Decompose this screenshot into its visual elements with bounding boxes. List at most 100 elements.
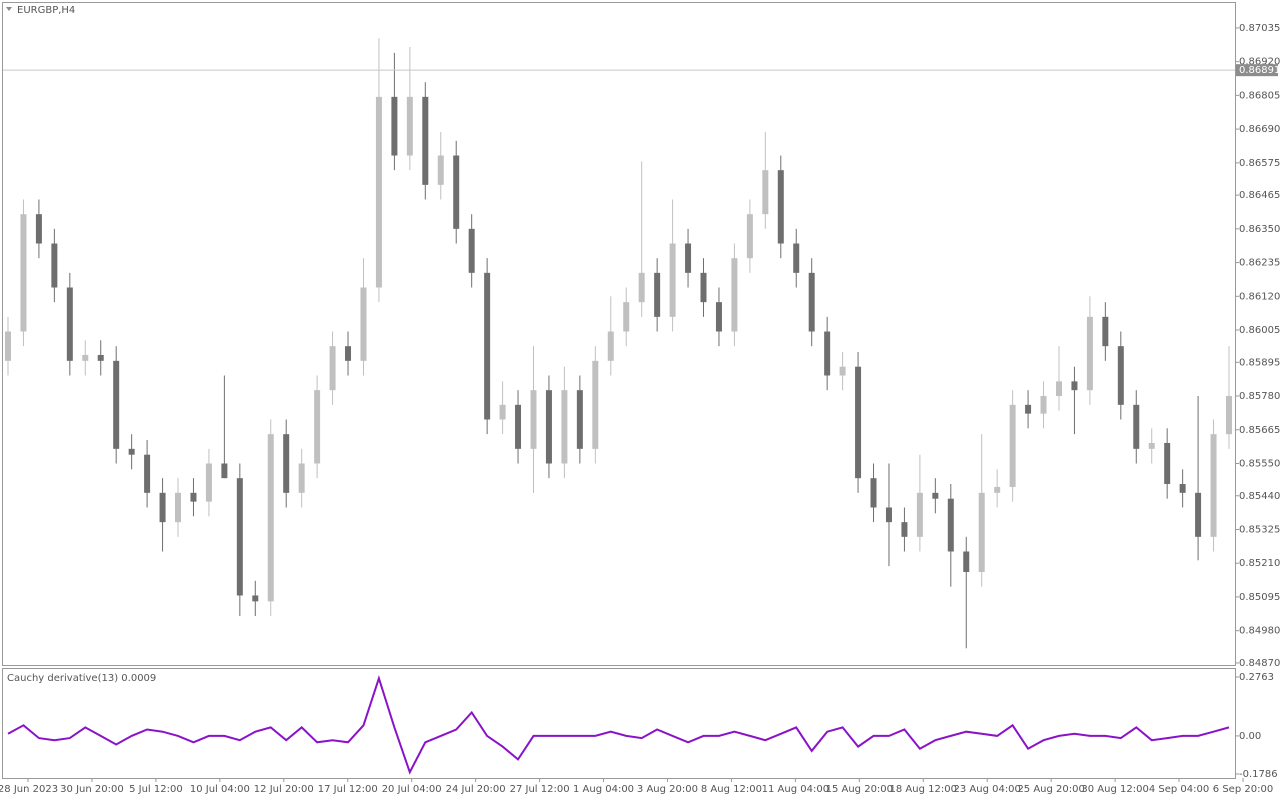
candle-body: [855, 366, 862, 479]
candle-body: [1102, 316, 1109, 347]
y-tick-label: 0.86120: [1239, 291, 1280, 302]
x-tick-label: 18 Aug 12:00: [890, 784, 957, 795]
candle-body: [329, 346, 336, 391]
x-tick-label: 12 Jul 20:00: [254, 784, 314, 795]
candle-body: [685, 243, 692, 273]
candle-body: [777, 170, 784, 244]
candle-body: [51, 243, 58, 288]
x-tick-label: 28 Jun 2023: [0, 784, 58, 795]
candle-body: [530, 390, 537, 449]
x-tick-label: 20 Jul 04:00: [382, 784, 442, 795]
candle-body: [1071, 381, 1078, 391]
candle-body: [1164, 442, 1171, 485]
y-tick-label: 0.84980: [1239, 626, 1280, 637]
last-price-badge: [1236, 64, 1278, 77]
y-tick-label: 0.86005: [1239, 325, 1280, 336]
x-tick-label: 27 Jul 12:00: [510, 784, 570, 795]
candle-body: [314, 390, 321, 464]
x-tick-label: 25 Aug 20:00: [1017, 784, 1084, 795]
candle-body: [375, 96, 382, 288]
candle-body: [545, 390, 552, 464]
y-tick-label: 0.86235: [1239, 258, 1280, 269]
candle-body: [870, 478, 877, 508]
candle-body: [391, 96, 398, 156]
x-tick-label: 24 Jul 20:00: [446, 784, 506, 795]
candle-body: [561, 390, 568, 464]
candle-body: [592, 360, 599, 449]
candle-body: [35, 214, 42, 244]
candle-body: [422, 96, 429, 185]
candle-body: [839, 366, 846, 376]
candle-body: [947, 498, 954, 552]
x-tick-label: 3 Aug 20:00: [637, 784, 698, 795]
candle-body: [963, 551, 970, 573]
last-price-label: 0.86891: [1239, 65, 1280, 76]
candle-body: [1055, 381, 1062, 397]
y-tick-label: 0.85665: [1239, 425, 1280, 436]
candle-body: [1009, 404, 1016, 487]
y-tick-label: -0.1786: [1239, 769, 1278, 780]
candle-body: [1148, 442, 1155, 449]
candle-body: [885, 507, 892, 523]
candle-body: [1210, 434, 1217, 537]
candle-body: [113, 360, 120, 449]
candle-body: [221, 463, 228, 479]
candle-body: [298, 463, 305, 493]
candle-body: [1133, 404, 1140, 449]
x-tick-label: 23 Aug 04:00: [953, 784, 1020, 795]
x-tick-label: 30 Aug 12:00: [1081, 784, 1148, 795]
candle-body: [715, 302, 722, 332]
y-tick-label: 0.85440: [1239, 491, 1280, 502]
candle-body: [793, 243, 800, 273]
x-tick-label: 6 Sep 20:00: [1213, 784, 1273, 795]
candle-body: [824, 331, 831, 376]
x-tick-label: 1 Aug 04:00: [573, 784, 634, 795]
x-tick-label: 30 Jun 20:00: [60, 784, 124, 795]
y-tick-label: 0.86920: [1239, 57, 1280, 68]
candle-body: [731, 258, 738, 332]
candle-body: [499, 404, 506, 420]
candle-body: [190, 492, 197, 502]
indicator-title: Cauchy derivative(13) 0.0009: [7, 673, 156, 684]
y-tick-label: 0.86575: [1239, 158, 1280, 169]
candle-body: [144, 454, 151, 493]
y-tick-label: 0.86465: [1239, 190, 1280, 201]
candle-body: [1117, 346, 1124, 405]
candle-body: [82, 354, 89, 361]
candle-body: [1040, 396, 1047, 414]
candle-body: [746, 214, 753, 259]
candle-body: [932, 492, 939, 499]
y-tick-label: 0.85780: [1239, 391, 1280, 402]
candle-body: [283, 434, 290, 493]
y-tick-label: 0.85550: [1239, 458, 1280, 469]
x-tick-label: 15 Aug 20:00: [826, 784, 893, 795]
candle-body: [638, 272, 645, 303]
candle-body: [916, 492, 923, 537]
y-tick-label: 0.84870: [1239, 658, 1280, 669]
y-tick-label: 0.85095: [1239, 592, 1280, 603]
x-tick-label: 8 Aug 12:00: [701, 784, 762, 795]
x-tick-label: 10 Jul 04:00: [190, 784, 250, 795]
candle-body: [345, 346, 352, 361]
candle-body: [360, 287, 367, 361]
candle-body: [623, 302, 630, 332]
candle-body: [669, 243, 676, 317]
candle-body: [128, 448, 135, 455]
candle-body: [901, 522, 908, 537]
candle-body: [1025, 404, 1032, 414]
candle-body: [1195, 492, 1202, 537]
main-panel: [2, 2, 1236, 666]
candle-body: [66, 287, 73, 361]
x-tick-label: 17 Jul 12:00: [318, 784, 378, 795]
symbol-menu-arrow[interactable]: [6, 7, 12, 11]
symbol-title: EURGBP,H4: [17, 5, 75, 16]
candle-body: [808, 272, 815, 332]
candle-body: [5, 331, 11, 361]
candle-body: [205, 463, 212, 502]
candle-body: [1226, 396, 1232, 435]
candle-body: [252, 595, 259, 602]
indicator-line: [7, 675, 1230, 775]
y-tick-label: 0.2763: [1239, 672, 1274, 683]
